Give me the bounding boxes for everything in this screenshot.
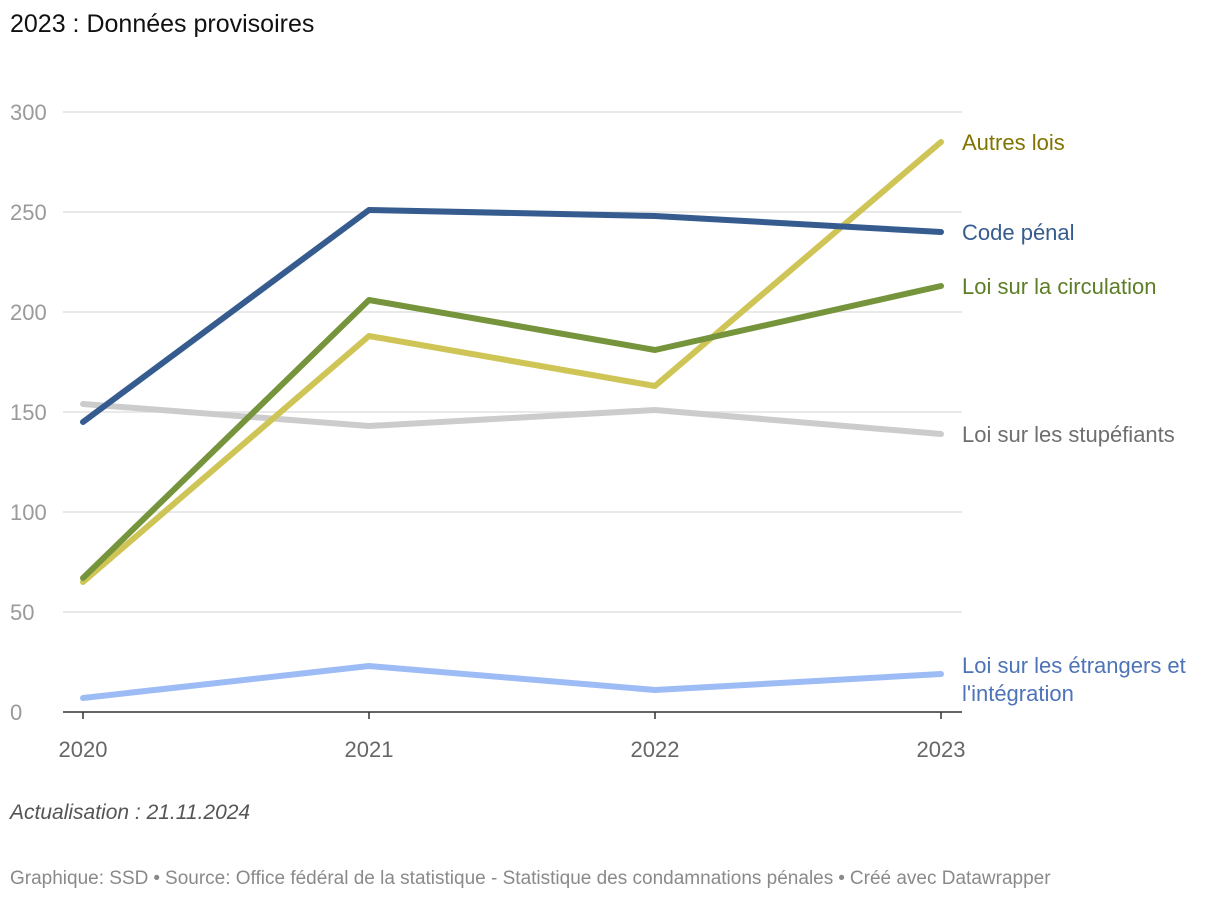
y-tick-label: 100 (10, 500, 47, 525)
y-tick-label: 0 (10, 700, 22, 725)
series-label: Autres lois (962, 130, 1065, 155)
series-label: Loi sur les étrangers et l'intégration (962, 653, 1186, 706)
x-tick-label: 2023 (917, 737, 966, 762)
series-label: Loi sur les stupéfiants (962, 422, 1175, 447)
footer-credit: Créé avec Datawrapper (849, 868, 1051, 889)
x-tick-label: 2022 (631, 737, 680, 762)
footer-separator: • (838, 868, 845, 889)
footer-graphique: Graphique: SSD (10, 868, 149, 889)
y-axis-ticks: 0 50 100 150 200 250 300 (10, 100, 47, 725)
series-line (80, 139, 944, 585)
chart-subtitle: 2023 : Données provisoires (10, 10, 315, 38)
y-tick-label: 150 (10, 400, 47, 425)
series-line (80, 663, 944, 701)
footer-source: Source: Office fédéral de la statistique… (165, 868, 834, 889)
y-tick-label: 50 (10, 600, 34, 625)
series-lines (80, 139, 944, 701)
series-label-line: l'intégration (962, 681, 1074, 706)
series-line (80, 207, 944, 425)
series-label-line: Loi sur la circulation (962, 274, 1156, 299)
y-tick-label: 200 (10, 300, 47, 325)
series-label-line: Loi sur les stupéfiants (962, 422, 1175, 447)
series-line (80, 401, 944, 437)
y-tick-label: 300 (10, 100, 47, 125)
series-label: Code pénal (962, 220, 1075, 245)
series-label-line: Code pénal (962, 220, 1075, 245)
series-label-line: Loi sur les étrangers et (962, 653, 1186, 678)
footer-separator: • (153, 868, 161, 889)
series-line (80, 283, 944, 581)
series-labels: Loi sur les stupéfiants Loi sur les étran… (962, 130, 1186, 706)
series-label-line: Autres lois (962, 130, 1065, 155)
y-tick-label: 250 (10, 200, 47, 225)
footer: Graphique: SSD • Source: Office fédéral de… (10, 868, 1051, 890)
x-tick-label: 2020 (59, 737, 108, 762)
x-axis: 2020 2021 2022 2023 (59, 711, 966, 762)
x-tick-label: 2021 (345, 737, 394, 762)
series-label: Loi sur la circulation (962, 274, 1156, 299)
update-note: Actualisation : 21.11.2024 (10, 801, 251, 824)
